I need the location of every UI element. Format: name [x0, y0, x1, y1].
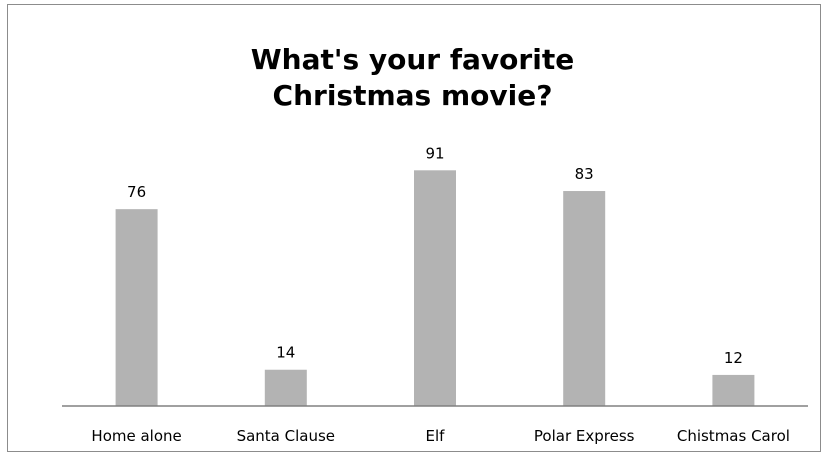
- bars-group: [115, 170, 755, 406]
- tick-label-polar-express: Polar Express: [534, 427, 635, 445]
- bar-polar-express: [563, 191, 606, 406]
- data-label-polar-express: 83: [575, 165, 594, 183]
- bar-santa-clause: [264, 369, 307, 406]
- tick-label-elf: Elf: [426, 427, 446, 445]
- tick-labels-group: Home alone Santa Clause Elf Polar Express Ch…: [91, 427, 790, 445]
- tick-label-chistmas-carol: Chistmas Carol: [677, 427, 790, 445]
- bar-elf: [414, 170, 456, 406]
- tick-label-home-alone: Home alone: [91, 427, 181, 445]
- chart-title: What's your favorite Christmas movie?: [0, 42, 825, 114]
- data-label-elf: 91: [425, 144, 444, 162]
- bar-home-alone: [115, 209, 158, 406]
- data-label-santa-clause: 14: [276, 344, 295, 362]
- bar-chistmas-carol: [712, 374, 755, 406]
- chart-title-line-2: Christmas movie?: [272, 79, 553, 112]
- data-labels-group: 76 14 91 83 12: [127, 144, 743, 367]
- data-label-home-alone: 76: [127, 183, 146, 201]
- tick-label-santa-clause: Santa Clause: [237, 427, 335, 445]
- data-label-chistmas-carol: 12: [724, 349, 743, 367]
- chart-title-line-1: What's your favorite: [250, 43, 575, 76]
